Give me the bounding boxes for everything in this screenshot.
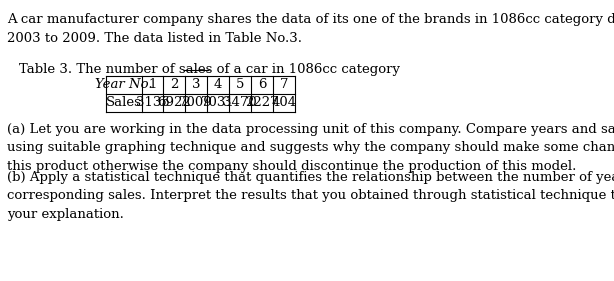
Text: Table 3.: Table 3. <box>184 63 236 76</box>
Text: 2227: 2227 <box>245 96 279 110</box>
Text: 4: 4 <box>214 78 222 92</box>
Text: Sales: Sales <box>106 96 142 110</box>
Text: 7: 7 <box>279 78 288 92</box>
Text: 404: 404 <box>271 96 297 110</box>
Text: Table 3. The number of sales of a car in 1086cc category: Table 3. The number of sales of a car in… <box>20 63 400 76</box>
Text: 6: 6 <box>258 78 266 92</box>
Text: (b) Apply a statistical technique that quantifies the relationship between the n: (b) Apply a statistical technique that q… <box>7 171 614 221</box>
Text: 1: 1 <box>149 78 157 92</box>
Text: Year No.: Year No. <box>95 78 153 92</box>
Text: 7031: 7031 <box>201 96 235 110</box>
Text: 2: 2 <box>170 78 179 92</box>
Text: 5: 5 <box>236 78 244 92</box>
Text: 6922: 6922 <box>158 96 191 110</box>
Text: A car manufacturer company shares the data of its one of the brands in 1086cc ca: A car manufacturer company shares the da… <box>7 13 614 44</box>
Text: 3135: 3135 <box>136 96 169 110</box>
Text: 7009: 7009 <box>179 96 213 110</box>
Text: 3: 3 <box>192 78 201 92</box>
Text: (a) Let you are working in the data processing unit of this company. Compare yea: (a) Let you are working in the data proc… <box>7 123 614 173</box>
Text: 3470: 3470 <box>223 96 257 110</box>
